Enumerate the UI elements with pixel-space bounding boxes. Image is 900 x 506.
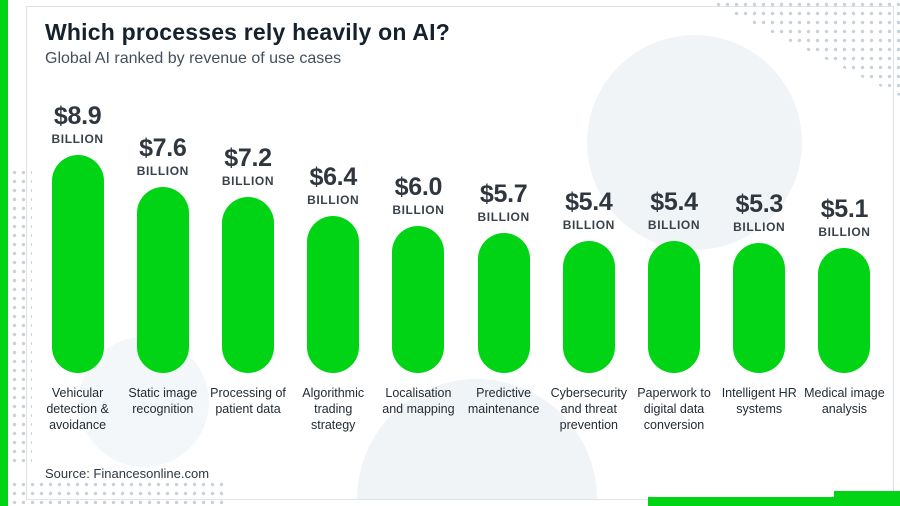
- category-label: Vehicular detection & avoidance: [46, 386, 109, 432]
- bar: [562, 241, 615, 373]
- source-note: Source: Financesonline.com: [45, 466, 210, 481]
- value-amount: $5.7: [479, 180, 528, 208]
- bar: [818, 248, 871, 373]
- value-label: $7.6 BILLION: [137, 134, 189, 178]
- chart-card: Which processes rely heavily on AI? Glob…: [26, 6, 894, 500]
- value-amount: $6.0: [394, 173, 443, 201]
- bar: [222, 197, 274, 373]
- category-label: Static image recognition: [128, 386, 198, 416]
- value-unit: BILLION: [221, 174, 275, 188]
- bar-column: $7.6 BILLION Static image recognition: [120, 93, 205, 429]
- category-label: Algorithmic trading strategy: [302, 386, 365, 432]
- value-label: $5.3 BILLION: [733, 190, 785, 234]
- category-label: Intelligent HR systems: [721, 386, 797, 416]
- category-label: Paperwork to digital data conversion: [637, 386, 711, 432]
- value-unit: BILLION: [562, 218, 615, 232]
- bar: [136, 187, 189, 373]
- value-unit: BILLION: [307, 193, 360, 207]
- value-unit: BILLION: [136, 164, 189, 178]
- chart-subtitle: Global AI ranked by revenue of use cases: [45, 50, 342, 67]
- value-amount: $5.1: [820, 195, 869, 223]
- value-label: $5.7 BILLION: [478, 180, 530, 224]
- value-amount: $6.4: [309, 163, 357, 191]
- value-label: $7.2 BILLION: [222, 144, 274, 188]
- bottom-right-accent-corner: [834, 491, 900, 506]
- bar: [648, 241, 701, 373]
- value-unit: BILLION: [647, 218, 701, 232]
- category-label: Processing of patient data: [210, 386, 286, 416]
- value-amount: $7.6: [139, 134, 187, 162]
- value-label: $5.4 BILLION: [648, 188, 700, 232]
- value-label: $6.4 BILLION: [307, 163, 359, 207]
- bar: [477, 233, 530, 373]
- left-accent-bar: [0, 0, 8, 506]
- category-label: Predictive maintenance: [467, 386, 540, 416]
- bar-column: $7.2 BILLION Processing of patient data: [205, 93, 290, 429]
- bar-chart: $8.9 BILLION Vehicular detection & avoidan…: [35, 93, 887, 432]
- category-label: Localisation and mapping: [382, 386, 455, 416]
- value-amount: $8.9: [53, 102, 102, 130]
- bar: [51, 155, 104, 373]
- value-unit: BILLION: [733, 220, 786, 234]
- bar-column: $5.4 BILLION Cybersecurity and threat prev…: [546, 93, 631, 432]
- bar: [733, 243, 786, 373]
- chart-header: Which processes rely heavily on AI? Glob…: [45, 19, 450, 68]
- value-unit: BILLION: [392, 203, 445, 217]
- value-unit: BILLION: [818, 225, 871, 239]
- category-label: Cybersecurity and threat prevention: [550, 386, 628, 432]
- value-label: $6.0 BILLION: [392, 173, 444, 217]
- bar-column: $5.3 BILLION Intelligent HR systems: [717, 93, 802, 429]
- bar-column: $5.7 BILLION Predictive maintenance: [461, 93, 546, 429]
- value-amount: $5.3: [735, 190, 783, 218]
- bar: [307, 216, 360, 373]
- value-label: $5.1 BILLION: [818, 195, 870, 239]
- bottom-right-accent-bar: [648, 497, 900, 506]
- bar-column: $5.4 BILLION Paperwork to digital data con…: [631, 93, 716, 432]
- chart-title: Which processes rely heavily on AI?: [45, 19, 450, 45]
- bar-column: $6.4 BILLION Algorithmic trading strategy: [291, 93, 376, 432]
- value-unit: BILLION: [477, 210, 530, 224]
- category-label: Medical image analysis: [804, 386, 885, 416]
- value-label: $8.9 BILLION: [52, 102, 104, 146]
- bar-column: $8.9 BILLION Vehicular detection & avoidan…: [35, 93, 120, 432]
- bar-column: $6.0 BILLION Localisation and mapping: [376, 93, 461, 429]
- bar: [392, 226, 445, 373]
- value-amount: $7.2: [224, 144, 272, 172]
- value-amount: $5.4: [650, 188, 698, 216]
- bar-column: $5.1 BILLION Medical image analysis: [802, 93, 887, 429]
- value-amount: $5.4: [565, 188, 613, 216]
- value-unit: BILLION: [51, 132, 104, 146]
- value-label: $5.4 BILLION: [563, 188, 615, 232]
